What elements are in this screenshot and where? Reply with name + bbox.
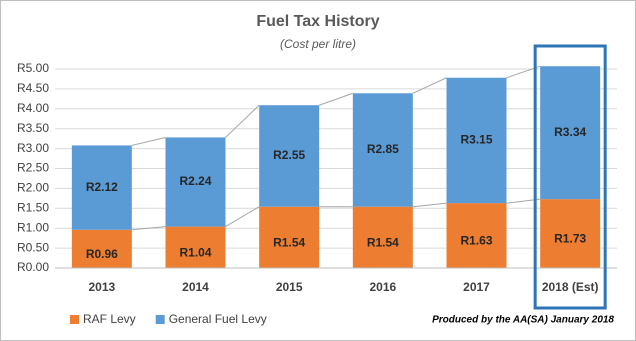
value-label: R3.34 bbox=[554, 125, 586, 139]
x-tick-label: 2017 bbox=[463, 280, 490, 294]
highlight-box bbox=[533, 44, 607, 310]
value-label: R1.73 bbox=[554, 232, 586, 246]
chart-subtitle: (Cost per litre) bbox=[280, 37, 356, 51]
x-tick-label: 2018 (Est) bbox=[542, 280, 599, 294]
connector bbox=[131, 226, 166, 231]
legend-label: RAF Levy bbox=[83, 312, 136, 326]
value-label: R2.55 bbox=[273, 148, 305, 162]
bar-segment bbox=[352, 206, 413, 268]
x-tick-label: 2016 bbox=[369, 280, 396, 294]
connector bbox=[412, 77, 447, 94]
connector bbox=[225, 104, 260, 138]
y-tick-label: R2.50 bbox=[17, 161, 49, 175]
bar-segment bbox=[352, 93, 413, 207]
bar-segment bbox=[71, 229, 132, 268]
legend-swatch bbox=[155, 315, 165, 324]
y-tick-label: R0.50 bbox=[17, 240, 49, 254]
bar-segment bbox=[540, 66, 601, 200]
bar-segment bbox=[540, 199, 601, 268]
value-label: R2.85 bbox=[367, 142, 399, 156]
legend-swatch bbox=[70, 315, 79, 324]
value-label: R1.54 bbox=[273, 236, 305, 250]
y-tick-label: R3.00 bbox=[17, 141, 49, 155]
bar-segment bbox=[259, 105, 320, 207]
y-tick-label: R2.00 bbox=[17, 181, 49, 195]
y-tick-label: R1.00 bbox=[17, 220, 49, 234]
bar-segment bbox=[165, 137, 226, 227]
y-tick-label: R3.50 bbox=[17, 121, 49, 135]
connector bbox=[318, 92, 354, 106]
bar-segment bbox=[71, 145, 132, 230]
x-tick-label: 2015 bbox=[276, 280, 303, 294]
connector bbox=[412, 202, 447, 208]
value-label: R1.63 bbox=[460, 234, 492, 248]
bar-segment bbox=[446, 203, 507, 268]
value-label: R0.96 bbox=[86, 247, 118, 261]
value-label: R1.04 bbox=[179, 245, 211, 259]
value-label: R3.15 bbox=[460, 133, 492, 147]
connector bbox=[131, 136, 166, 146]
connector bbox=[225, 206, 260, 228]
y-tick-label: R4.00 bbox=[17, 101, 49, 115]
x-tick-label: 2013 bbox=[88, 280, 115, 294]
bar-segment bbox=[259, 206, 320, 268]
bar-segment bbox=[446, 77, 507, 204]
bar-segment bbox=[165, 226, 226, 268]
y-tick-label: R0.00 bbox=[17, 260, 49, 274]
legend-label: General Fuel Levy bbox=[169, 312, 267, 326]
value-label: R1.54 bbox=[367, 236, 399, 250]
value-label: R2.24 bbox=[179, 174, 211, 188]
chart-title: Fuel Tax History bbox=[256, 13, 379, 30]
source-note: Produced by the AA(SA) January 2018 bbox=[432, 315, 614, 326]
value-label: R2.12 bbox=[86, 180, 118, 194]
y-tick-label: R5.00 bbox=[17, 61, 49, 75]
y-tick-label: R1.50 bbox=[17, 200, 49, 214]
y-tick-label: R4.50 bbox=[17, 81, 49, 95]
x-tick-label: 2014 bbox=[182, 280, 209, 294]
